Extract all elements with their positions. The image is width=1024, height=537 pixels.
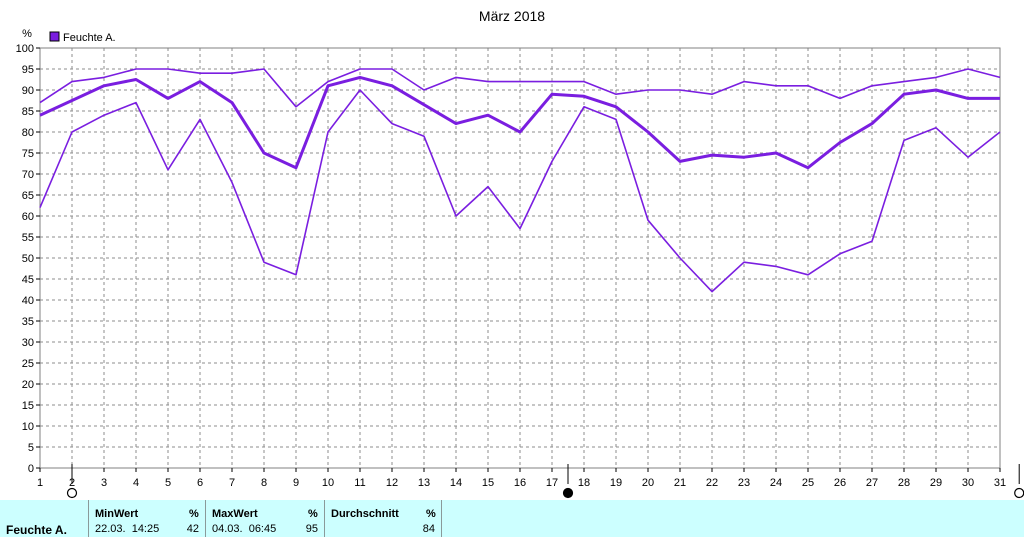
full-moon-icon	[562, 487, 574, 499]
x-tick-label: 27	[866, 477, 878, 489]
y-tick-label: 45	[22, 274, 34, 286]
x-tick-label: 13	[418, 477, 430, 489]
x-tick-label: 21	[674, 477, 686, 489]
grid	[40, 48, 1000, 468]
y-tick-label: 90	[22, 85, 34, 97]
x-tick-label: 17	[546, 477, 558, 489]
min-time: 22.03. 14:25	[95, 523, 160, 535]
y-tick-label: 30	[22, 337, 34, 349]
footer-row-label: Feuchte A.	[6, 523, 67, 537]
x-tick-label: 8	[261, 477, 267, 489]
y-tick-label: 85	[22, 106, 34, 118]
y-axis-label: %	[22, 28, 32, 40]
y-tick-label: 95	[22, 64, 34, 76]
x-tick-label: 7	[229, 477, 235, 489]
legend: Feuchte A.	[49, 31, 116, 44]
x-tick-label: 18	[578, 477, 590, 489]
y-tick-label: 40	[22, 295, 34, 307]
y-tick-label: 80	[22, 127, 34, 139]
day-markers	[66, 464, 1024, 499]
new-moon-icon	[66, 487, 78, 499]
legend-label: Feuchte A.	[63, 32, 116, 44]
y-tick-label: 25	[22, 358, 34, 370]
x-tick-label: 4	[133, 477, 139, 489]
avg-value: 84	[422, 523, 435, 535]
y-tick-label: 55	[22, 232, 34, 244]
x-tick-label: 25	[802, 477, 814, 489]
y-axis: 0 5 10 15 20 25 30 35 40 45 50 55 60 65 70 75 80 85 90 95 10…	[16, 43, 40, 475]
max-unit: %	[308, 508, 318, 520]
y-tick-label: 65	[22, 190, 34, 202]
max-cell: MaxWert % 04.03. 06:45 95	[205, 500, 324, 537]
avg-cell: Durchschnitt % 84	[324, 500, 441, 537]
max-value: 95	[305, 523, 318, 535]
x-tick-label: 31	[994, 477, 1006, 489]
y-tick-label: 15	[22, 400, 34, 412]
x-tick-label: 23	[738, 477, 750, 489]
y-tick-label: 60	[22, 211, 34, 223]
max-header: MaxWert	[212, 508, 258, 520]
x-tick-label: 10	[322, 477, 334, 489]
y-tick-label: 75	[22, 148, 34, 160]
stats-footer: Feuchte A. MinWert % 22.03. 14:25 42 Max…	[0, 500, 1024, 537]
x-tick-label: 20	[642, 477, 654, 489]
y-tick-label: 35	[22, 316, 34, 328]
x-tick-label: 29	[930, 477, 942, 489]
x-tick-label: 30	[962, 477, 974, 489]
y-tick-label: 100	[16, 43, 34, 55]
footer-empty-cell	[441, 500, 1024, 537]
series-lines	[39, 68, 1001, 293]
x-tick-label: 3	[101, 477, 107, 489]
x-tick-label: 22	[706, 477, 718, 489]
x-tick-label: 16	[514, 477, 526, 489]
series-line-min	[39, 89, 1001, 293]
x-tick-label: 12	[386, 477, 398, 489]
x-tick-label: 5	[165, 477, 171, 489]
y-tick-label: 10	[22, 421, 34, 433]
x-tick-label: 11	[354, 477, 365, 489]
y-tick-label: 70	[22, 169, 34, 181]
x-tick-label: 14	[450, 477, 462, 489]
series-line-max	[39, 68, 1001, 108]
x-tick-label: 1	[37, 477, 43, 489]
min-header: MinWert	[95, 508, 139, 520]
x-axis: 1234567891011121314151617181920212223242…	[37, 468, 1006, 489]
min-unit: %	[189, 508, 199, 520]
x-tick-label: 6	[197, 477, 203, 489]
chart-title: März 2018	[479, 8, 545, 24]
new-moon-icon	[1014, 487, 1024, 499]
x-tick-label: 19	[610, 477, 622, 489]
x-tick-label: 24	[770, 477, 782, 489]
min-cell: MinWert % 22.03. 14:25 42	[88, 500, 205, 537]
humidity-chart: März 2018 % Feuchte A. 05101520253035404…	[16, 8, 1024, 499]
min-value: 42	[186, 523, 199, 535]
series-line-avg	[39, 75, 1000, 170]
x-tick-label: 15	[482, 477, 494, 489]
x-tick-label: 26	[834, 477, 846, 489]
y-tick-label: 0	[28, 463, 34, 475]
x-tick-label: 28	[898, 477, 910, 489]
y-tick-label: 20	[22, 379, 34, 391]
avg-unit: %	[426, 508, 436, 520]
avg-header: Durchschnitt	[331, 508, 399, 520]
y-tick-label: 50	[22, 253, 34, 265]
legend-swatch	[49, 31, 60, 42]
y-tick-label: 5	[28, 442, 34, 454]
max-time: 04.03. 06:45	[212, 523, 277, 535]
x-tick-label: 9	[293, 477, 299, 489]
